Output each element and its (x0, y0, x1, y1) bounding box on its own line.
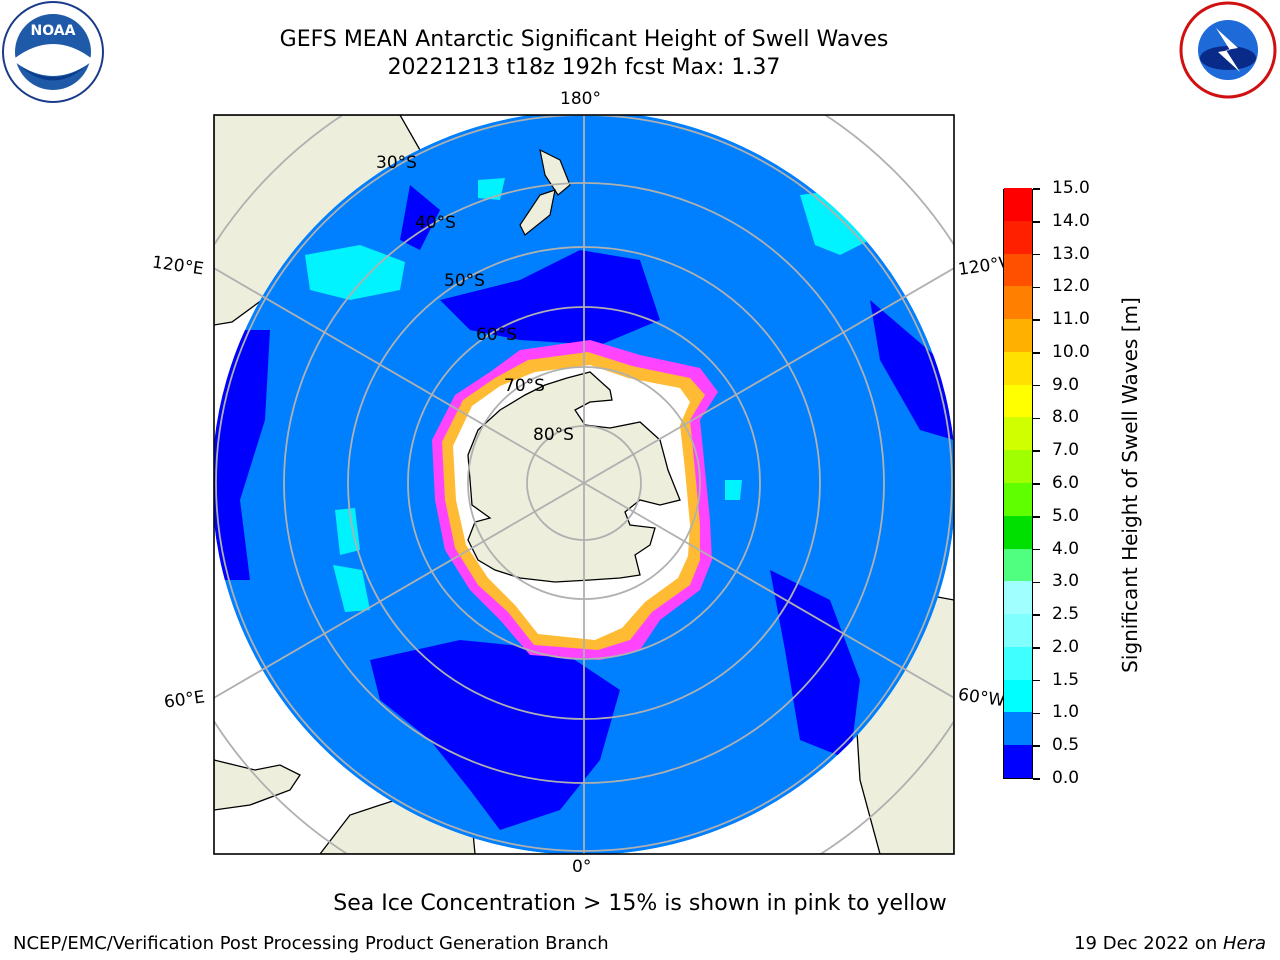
footer-credit: NCEP/EMC/Verification Post Processing Pr… (13, 933, 609, 954)
colorbar-segment (1004, 351, 1032, 385)
colorbar-tick-mark (1033, 319, 1040, 321)
colorbar-tick-label: 14.0 (1052, 210, 1090, 231)
colorbar-tick-mark (1033, 352, 1040, 354)
sea-ice-note: Sea Ice Concentration > 15% is shown in … (333, 891, 947, 916)
map-frame (213, 114, 955, 855)
colorbar-tick-label: 2.0 (1052, 636, 1080, 657)
colorbar-segment (1004, 613, 1032, 647)
colorbar-tick-mark (1033, 384, 1040, 387)
lat-label-30s: 30°S (376, 153, 417, 173)
lat-label-80s: 80°S (533, 425, 574, 445)
colorbar-tick-mark (1033, 548, 1040, 551)
colorbar-tick-label: 9.0 (1052, 374, 1080, 395)
colorbar (1003, 187, 1033, 779)
lon-label-0: 0° (572, 857, 592, 877)
colorbar-tick-label: 1.0 (1052, 702, 1080, 723)
lat-label-50s: 50°S (444, 271, 485, 291)
colorbar-tick-mark (1033, 516, 1040, 518)
colorbar-tick-mark (1033, 286, 1040, 289)
lat-label-40s: 40°S (415, 213, 456, 233)
colorbar-tick-mark (1033, 581, 1040, 584)
lon-label-180: 180° (560, 89, 601, 109)
graticule (214, 115, 954, 854)
footer-date: 19 Dec 2022 on Hera (1074, 933, 1266, 954)
colorbar-segment (1004, 515, 1032, 549)
colorbar-tick-label: 4.0 (1052, 538, 1080, 559)
colorbar-tick-label: 5.0 (1052, 505, 1080, 526)
colorbar-segment (1004, 711, 1032, 746)
colorbar-tick-mark (1033, 647, 1040, 649)
chart-title: GEFS MEAN Antarctic Significant Height o… (279, 27, 889, 52)
colorbar-tick-label: 11.0 (1052, 309, 1090, 330)
colorbar-tick-mark (1033, 778, 1040, 780)
colorbar-tick-label: 12.0 (1052, 276, 1090, 297)
colorbar-tick-mark (1033, 712, 1040, 715)
colorbar-tick-mark (1033, 483, 1040, 485)
colorbar-tick-mark (1033, 253, 1040, 256)
colorbar-tick-mark (1033, 679, 1040, 682)
colorbar-tick-label: 8.0 (1052, 407, 1080, 428)
colorbar-tick-label: 2.5 (1052, 604, 1080, 625)
colorbar-tick-mark (1033, 417, 1040, 420)
colorbar-tick-label: 13.0 (1052, 243, 1090, 264)
colorbar-segment (1004, 220, 1032, 254)
colorbar-segment (1004, 548, 1032, 582)
colorbar-tick-label: 10.0 (1052, 341, 1090, 362)
colorbar-tick-label: 6.0 (1052, 473, 1080, 493)
colorbar-segment (1004, 449, 1032, 483)
lat-label-70s: 70°S (504, 376, 545, 396)
colorbar-tick-mark (1033, 614, 1040, 616)
colorbar-tick-label: 3.0 (1052, 571, 1080, 592)
colorbar-segment (1004, 679, 1032, 713)
colorbar-tick-mark (1033, 450, 1040, 452)
colorbar-tick-mark (1033, 745, 1040, 747)
colorbar-segment (1004, 580, 1032, 615)
colorbar-segment (1004, 482, 1032, 516)
colorbar-tick-label: 7.0 (1052, 440, 1080, 461)
colorbar-tick-label: 1.5 (1052, 669, 1080, 690)
colorbar-segment (1004, 285, 1032, 320)
moderate-swell-regions (305, 178, 870, 612)
noaa-logo-icon: NOAA (2, 1, 104, 103)
colorbar-segment (1004, 384, 1032, 418)
colorbar-segment (1004, 318, 1032, 352)
lat-label-60s: 60°S (476, 325, 517, 345)
colorbar-segment (1004, 253, 1032, 287)
footer-host: Hera (1222, 933, 1266, 954)
colorbar-label: Significant Height of Swell Waves [m] (1118, 297, 1142, 673)
colorbar-tick-label: 0.0 (1052, 768, 1080, 788)
colorbar-tick-label: 0.5 (1052, 735, 1080, 756)
colorbar-segment (1004, 416, 1032, 451)
colorbar-segment (1004, 187, 1032, 221)
national-weather-service-logo-icon (1179, 1, 1277, 99)
colorbar-tick-mark (1033, 221, 1040, 223)
colorbar-tick-label: 15.0 (1052, 178, 1090, 198)
noaa-logo-text: NOAA (31, 23, 76, 39)
colorbar-segment (1004, 646, 1032, 680)
chart-subtitle: 20221213 t18z 192h fcst Max: 1.37 (387, 55, 781, 80)
colorbar-tick-mark (1033, 188, 1040, 190)
footer-date-text: 19 Dec 2022 on (1074, 933, 1223, 954)
colorbar-segment (1004, 744, 1032, 778)
